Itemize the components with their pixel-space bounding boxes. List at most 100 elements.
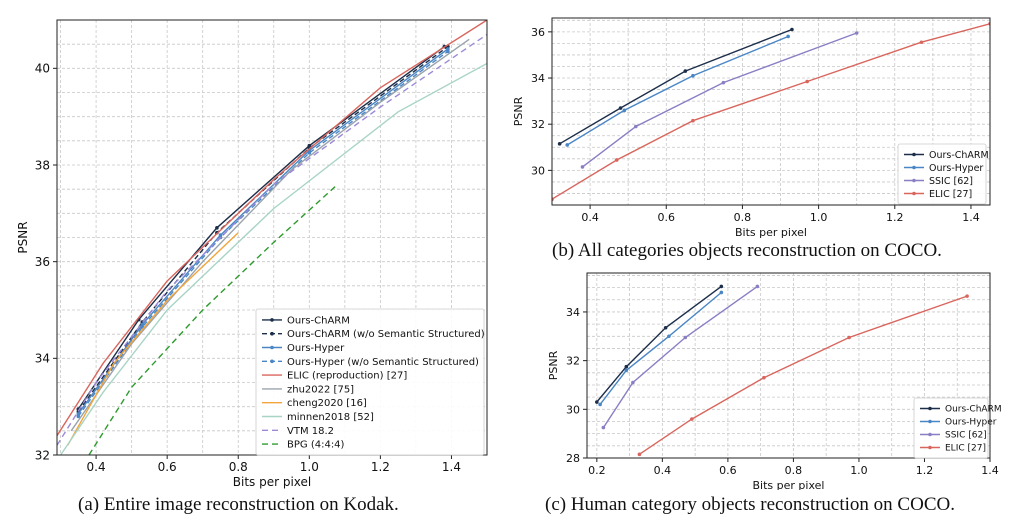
series-line-minnen2018-52 <box>60 62 487 455</box>
legend-label: SSIC [62] <box>929 176 973 187</box>
legend-box <box>255 308 485 456</box>
legend-label: Ours-Hyper <box>287 343 345 354</box>
y-tick-label: 32 <box>566 355 580 368</box>
chart-c-coco-human: 0.2 0.4 0.6 0.8 1.0 1.2 1.4 28 30 32 34 Bits per pi… <box>547 272 1002 490</box>
data-point <box>786 34 790 39</box>
data-point <box>683 335 688 340</box>
data-point <box>805 79 809 84</box>
x-tick-label: 0.6 <box>658 211 676 224</box>
chart-b-coco-all: 0.4 0.6 0.8 1.0 1.2 1.4 30 32 34 36 Bits per pixel… <box>512 17 991 239</box>
x-axis-label: Bits per pixel <box>233 475 312 489</box>
x-tick-label: 1.4 <box>981 464 999 477</box>
legend-marker <box>270 318 274 322</box>
data-point <box>663 325 668 330</box>
data-point <box>598 402 602 407</box>
legend: Ours-ChARM Ours-ChARM (w/o Semantic Struc… <box>255 308 485 456</box>
data-point <box>683 69 688 73</box>
legend-label: zhu2022 [75] <box>287 384 354 395</box>
x-tick-label: 0.6 <box>719 464 737 477</box>
chart-a-kodak: 0.4 0.6 0.8 1.0 1.2 1.4 32 34 36 38 40 Bits per pix… <box>16 19 488 489</box>
legend-box <box>897 143 987 205</box>
legend: Ours-ChARM Ours-Hyper SSIC [62] ELIC [27] <box>913 397 1002 459</box>
x-tick-label: 0.8 <box>734 211 752 224</box>
x-tick-label: 0.8 <box>785 464 803 477</box>
data-point <box>624 364 629 369</box>
series-group <box>57 20 487 455</box>
x-tick-label: 1.0 <box>300 460 319 474</box>
data-point <box>565 143 570 147</box>
data-point <box>667 334 671 339</box>
legend-label: ELIC [27] <box>929 189 972 200</box>
data-point <box>307 151 312 155</box>
y-axis-label: PSNR <box>16 221 30 253</box>
x-tick-label: 0.6 <box>158 460 177 474</box>
legend-marker <box>928 445 932 450</box>
legend-box <box>913 397 989 459</box>
legend-label: Ours-Hyper (w/o Semantic Structured) <box>287 357 479 368</box>
plot-frame <box>551 17 991 206</box>
caption-c: (c) Human category objects reconstructio… <box>545 494 955 515</box>
data-point <box>847 335 851 340</box>
x-tick-label: 1.2 <box>886 211 904 224</box>
data-point <box>690 417 694 421</box>
y-axis-label: PSNR <box>547 350 560 380</box>
x-tick-label: 0.8 <box>229 460 248 474</box>
legend-label: Ours-Hyper <box>929 163 983 174</box>
data-point <box>719 290 724 295</box>
legend-marker <box>912 165 916 170</box>
series-line-bpg-4-4-4 <box>88 183 339 455</box>
series-line-ssic-62 <box>582 32 857 168</box>
legend-label: minnen2018 [52] <box>287 412 374 423</box>
series-line-ours-charm <box>596 285 722 403</box>
legend-label: cheng2020 [16] <box>287 398 367 409</box>
legend-marker <box>270 345 274 350</box>
legend-label: Ours-ChARM <box>287 315 350 326</box>
data-point <box>557 142 562 146</box>
legend-marker <box>928 432 932 437</box>
y-tick-label: 38 <box>35 158 50 172</box>
x-tick-label: 0.4 <box>87 460 106 474</box>
y-tick-label: 34 <box>566 306 580 319</box>
legend-label: Ours-ChARM <box>945 405 1002 415</box>
x-tick-label: 0.2 <box>588 464 606 477</box>
series-line-cheng2020-16 <box>67 232 239 446</box>
data-point <box>624 368 629 373</box>
legend-label: ELIC (reproduction) [27] <box>287 371 407 382</box>
legend-marker <box>912 191 916 196</box>
series-group <box>595 284 969 457</box>
x-tick-label: 1.0 <box>850 464 868 477</box>
series-line-elic-reproduction-27 <box>57 20 487 437</box>
series-line-ours-hyper <box>566 35 789 146</box>
data-point <box>631 380 635 385</box>
legend-label: VTM 18.2 <box>287 426 334 437</box>
data-point <box>622 108 627 113</box>
caption-a: (a) Entire image reconstruction on Kodak… <box>78 494 399 515</box>
y-tick-label: 32 <box>35 448 50 462</box>
legend-marker <box>928 406 932 411</box>
data-point <box>755 284 760 289</box>
series-line-elic-27 <box>552 23 990 200</box>
figure: 0.4 0.6 0.8 1.0 1.2 1.4 32 34 36 38 40 Bits per pix… <box>16 17 1002 490</box>
caption-b: (b) All categories objects reconstructio… <box>552 240 942 261</box>
data-point <box>601 425 606 430</box>
x-tick-label: 1.4 <box>962 211 980 224</box>
data-point <box>215 226 219 230</box>
x-tick-label: 0.4 <box>654 464 672 477</box>
data-point <box>762 375 766 380</box>
data-point <box>633 124 638 129</box>
y-axis-label: PSNR <box>512 96 525 126</box>
data-point <box>790 27 794 32</box>
data-point <box>965 294 969 298</box>
legend-marker <box>270 331 274 336</box>
legend-label: BPG (4:4:4) <box>287 440 345 451</box>
data-point <box>618 106 623 110</box>
legend-label: Ours-ChARM <box>929 150 989 161</box>
legend-label: SSIC [62] <box>945 431 987 441</box>
data-point <box>614 158 619 162</box>
legend-label: Ours-Hyper <box>945 418 997 428</box>
legend: Ours-ChARM Ours-Hyper SSIC [62] ELIC [27] <box>897 143 989 205</box>
x-axis-label: Bits per pixel <box>753 479 825 490</box>
data-point <box>580 165 585 169</box>
series-line-vtm-18-2 <box>57 33 487 446</box>
y-tick-label: 40 <box>35 62 50 76</box>
